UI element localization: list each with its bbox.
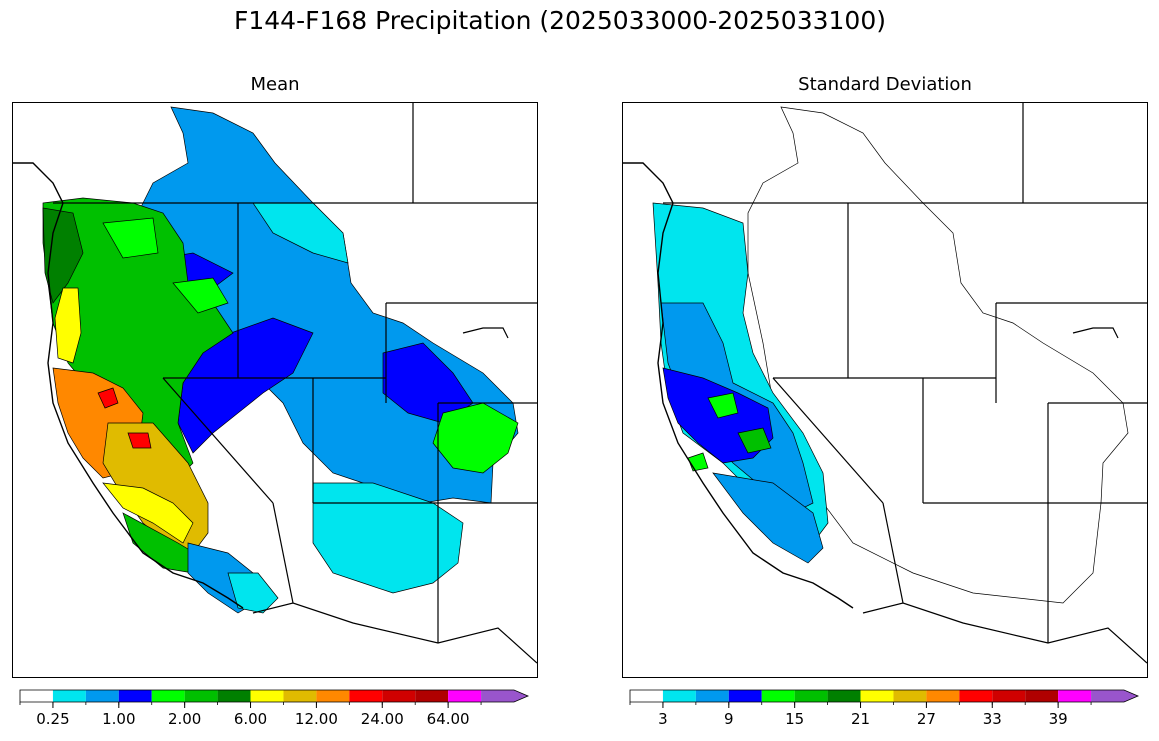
colorbar-segment [893,690,927,702]
colorbar-segment [217,690,251,702]
colorbar-tick-label: 9 [724,710,734,728]
region-white-basins [747,106,1129,604]
region-cyan-ca [227,572,279,614]
colorbar-svg [19,689,530,708]
colorbar-segment [959,690,993,702]
colorbar-segment [250,690,284,702]
colorbar-segment [630,690,663,702]
colorbar-segment [827,690,861,702]
colorbar-tick-label: 21 [850,710,871,728]
colorbar-segment [728,690,762,702]
colorbar-outline [19,689,530,703]
colorbar-tick-label: 1.00 [102,710,136,728]
colorbar-segment [415,690,449,702]
colorbar-segment [184,690,218,702]
colorbar-segment [52,690,86,702]
colorbar-segment [1058,690,1092,702]
colorbar-segment [695,690,729,702]
map-stddev-svg [623,103,1147,664]
colorbar-tick-label: 33 [982,710,1002,728]
colorbar-segment [151,690,185,702]
colorbar-segment [85,690,119,702]
region-yellow-south [102,482,194,544]
colorbar-segment [349,690,383,702]
region-red-2 [127,432,152,449]
colorbar-segment [926,690,960,702]
colorbar-segment [1025,690,1059,702]
region-lime-2 [172,277,229,314]
colorbar-segment [382,690,416,702]
colorbar-segment [761,690,795,702]
region-lime-1 [102,217,159,259]
colorbar-segment [118,690,152,702]
panel-title-stddev: Standard Deviation [798,74,972,95]
map-mean [12,102,538,678]
colorbar-mean [19,689,530,708]
colorbar-tick-label: 15 [785,710,805,728]
colorbar-extend-arrow [1091,690,1138,702]
region-cyan-south [312,482,464,594]
colorbar-tick-label: 6.00 [233,710,268,728]
figure-title: F144-F168 Precipitation (2025033000-2025… [233,6,886,35]
colorbar-tick-label: 2.00 [167,710,202,728]
colorbar-tick-label: 0.25 [36,710,70,728]
region-green-east [432,402,519,474]
region-green-patch-1 [707,392,739,419]
coastline [13,162,244,609]
colorbar-segment [794,690,828,702]
region-blue-lower [712,472,824,564]
colorbar-segment [662,690,696,702]
region-green-patch-3 [687,452,709,472]
colorbar-tick-label: 12.00 [294,710,338,728]
colorbar-segment [860,690,894,702]
colorbar-extend-arrow [481,690,528,702]
colorbar-segment [20,690,53,702]
colorbar-tick-label: 24.00 [360,710,404,728]
colorbar-segment [448,690,482,702]
colorbar-segment [316,690,350,702]
colorbar-tick-label: 39 [1048,710,1068,728]
region-yellow-north [54,287,82,364]
colorbar-svg [629,689,1140,708]
map-mean-svg [13,103,537,664]
region-green-patch-2 [737,427,772,454]
map-stddev [622,102,1148,678]
colorbar-stddev [629,689,1140,708]
region-green-coast [42,197,234,484]
colorbar-segment [283,690,317,702]
panel-title-mean: Mean [250,74,300,95]
colorbar-segment [992,690,1026,702]
region-red-1 [97,387,119,409]
colorbar-tick-label: 64.00 [426,710,470,728]
colorbar-tick-label: 3 [658,710,668,728]
colorbar-tick-label: 27 [916,710,936,728]
coastline [623,162,854,609]
colorbar-outline [629,689,1140,703]
